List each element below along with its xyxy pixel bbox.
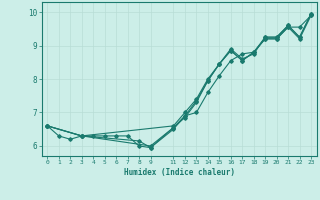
X-axis label: Humidex (Indice chaleur): Humidex (Indice chaleur) [124, 168, 235, 177]
